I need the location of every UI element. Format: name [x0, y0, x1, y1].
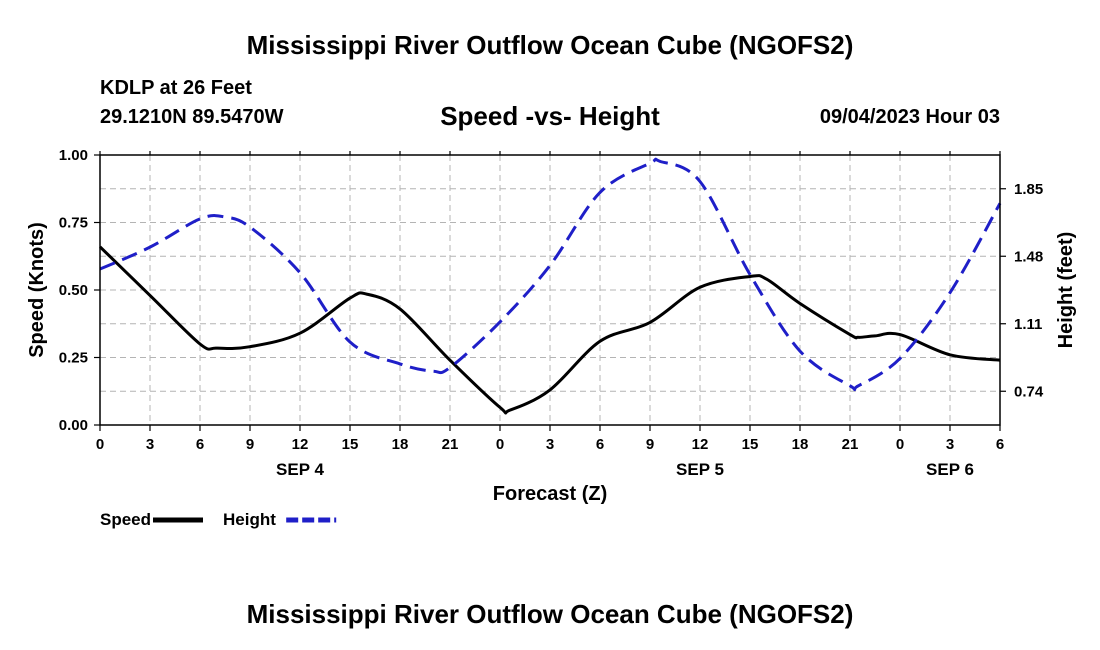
chart-subtitle: Speed -vs- Height [440, 101, 660, 131]
x-tick-label: 9 [246, 436, 254, 453]
forecast-datetime: 09/04/2023 Hour 03 [819, 106, 1000, 128]
x-tick-label: 15 [742, 436, 759, 453]
grid-layer [100, 155, 1000, 425]
date-label: SEP 5 [676, 460, 724, 479]
x-tick-label: 9 [646, 436, 654, 453]
x-tick-label: 3 [146, 436, 154, 453]
y2-tick-label: 0.74 [1014, 383, 1044, 400]
y2-tick-label: 1.85 [1014, 181, 1043, 198]
legend-label: Speed [100, 510, 151, 529]
y2-axis-label: Height (feet) [1055, 232, 1077, 349]
chart-title: Mississippi River Outflow Ocean Cube (NG… [246, 30, 854, 60]
x-tick-label: 18 [792, 436, 809, 453]
x-tick-label: 0 [896, 436, 904, 453]
x-tick-label: 15 [342, 436, 359, 453]
x-tick-label: 6 [996, 436, 1004, 453]
series-layer [98, 157, 1002, 415]
station-coordinates: 29.1210N 89.5470W [100, 106, 284, 128]
height-series-line [99, 157, 1002, 392]
y-tick-label: 0.50 [59, 282, 88, 299]
date-label: SEP 4 [276, 460, 324, 479]
x-tick-label: 6 [596, 436, 604, 453]
y2-tick-label: 1.11 [1014, 316, 1042, 333]
x-tick-label: 0 [496, 436, 504, 453]
y-axis-label: Speed (Knots) [26, 222, 48, 358]
x-tick-label: 3 [946, 436, 954, 453]
y-tick-label: 0.25 [59, 350, 88, 367]
y-tick-label: 1.00 [59, 147, 88, 164]
x-tick-label: 0 [96, 436, 104, 453]
x-tick-label: 18 [392, 436, 409, 453]
x-tick-label: 3 [546, 436, 554, 453]
x-tick-label: 12 [292, 436, 309, 453]
y-tick-label: 0.00 [59, 417, 88, 434]
date-label: SEP 6 [926, 460, 974, 479]
tick-layer: 0 3 6 9 12 15 18 21 0 3 6 9 12 15 18 21 0 3 6 SEP 4 SEP 5 SEP… [59, 147, 1044, 479]
x-axis-label: Forecast (Z) [493, 483, 607, 505]
legend: Speed Height [100, 510, 337, 529]
x-tick-label: 12 [692, 436, 709, 453]
y-tick-label: 0.75 [59, 215, 88, 232]
footer-chart-title: Mississippi River Outflow Ocean Cube (NG… [246, 599, 854, 629]
legend-label: Height [223, 510, 276, 529]
station-label: KDLP at 26 Feet [100, 77, 252, 99]
y2-tick-label: 1.48 [1014, 248, 1043, 265]
x-tick-label: 6 [196, 436, 204, 453]
x-tick-label: 21 [442, 436, 459, 453]
x-tick-label: 21 [842, 436, 859, 453]
speed-series-line [98, 245, 1001, 415]
